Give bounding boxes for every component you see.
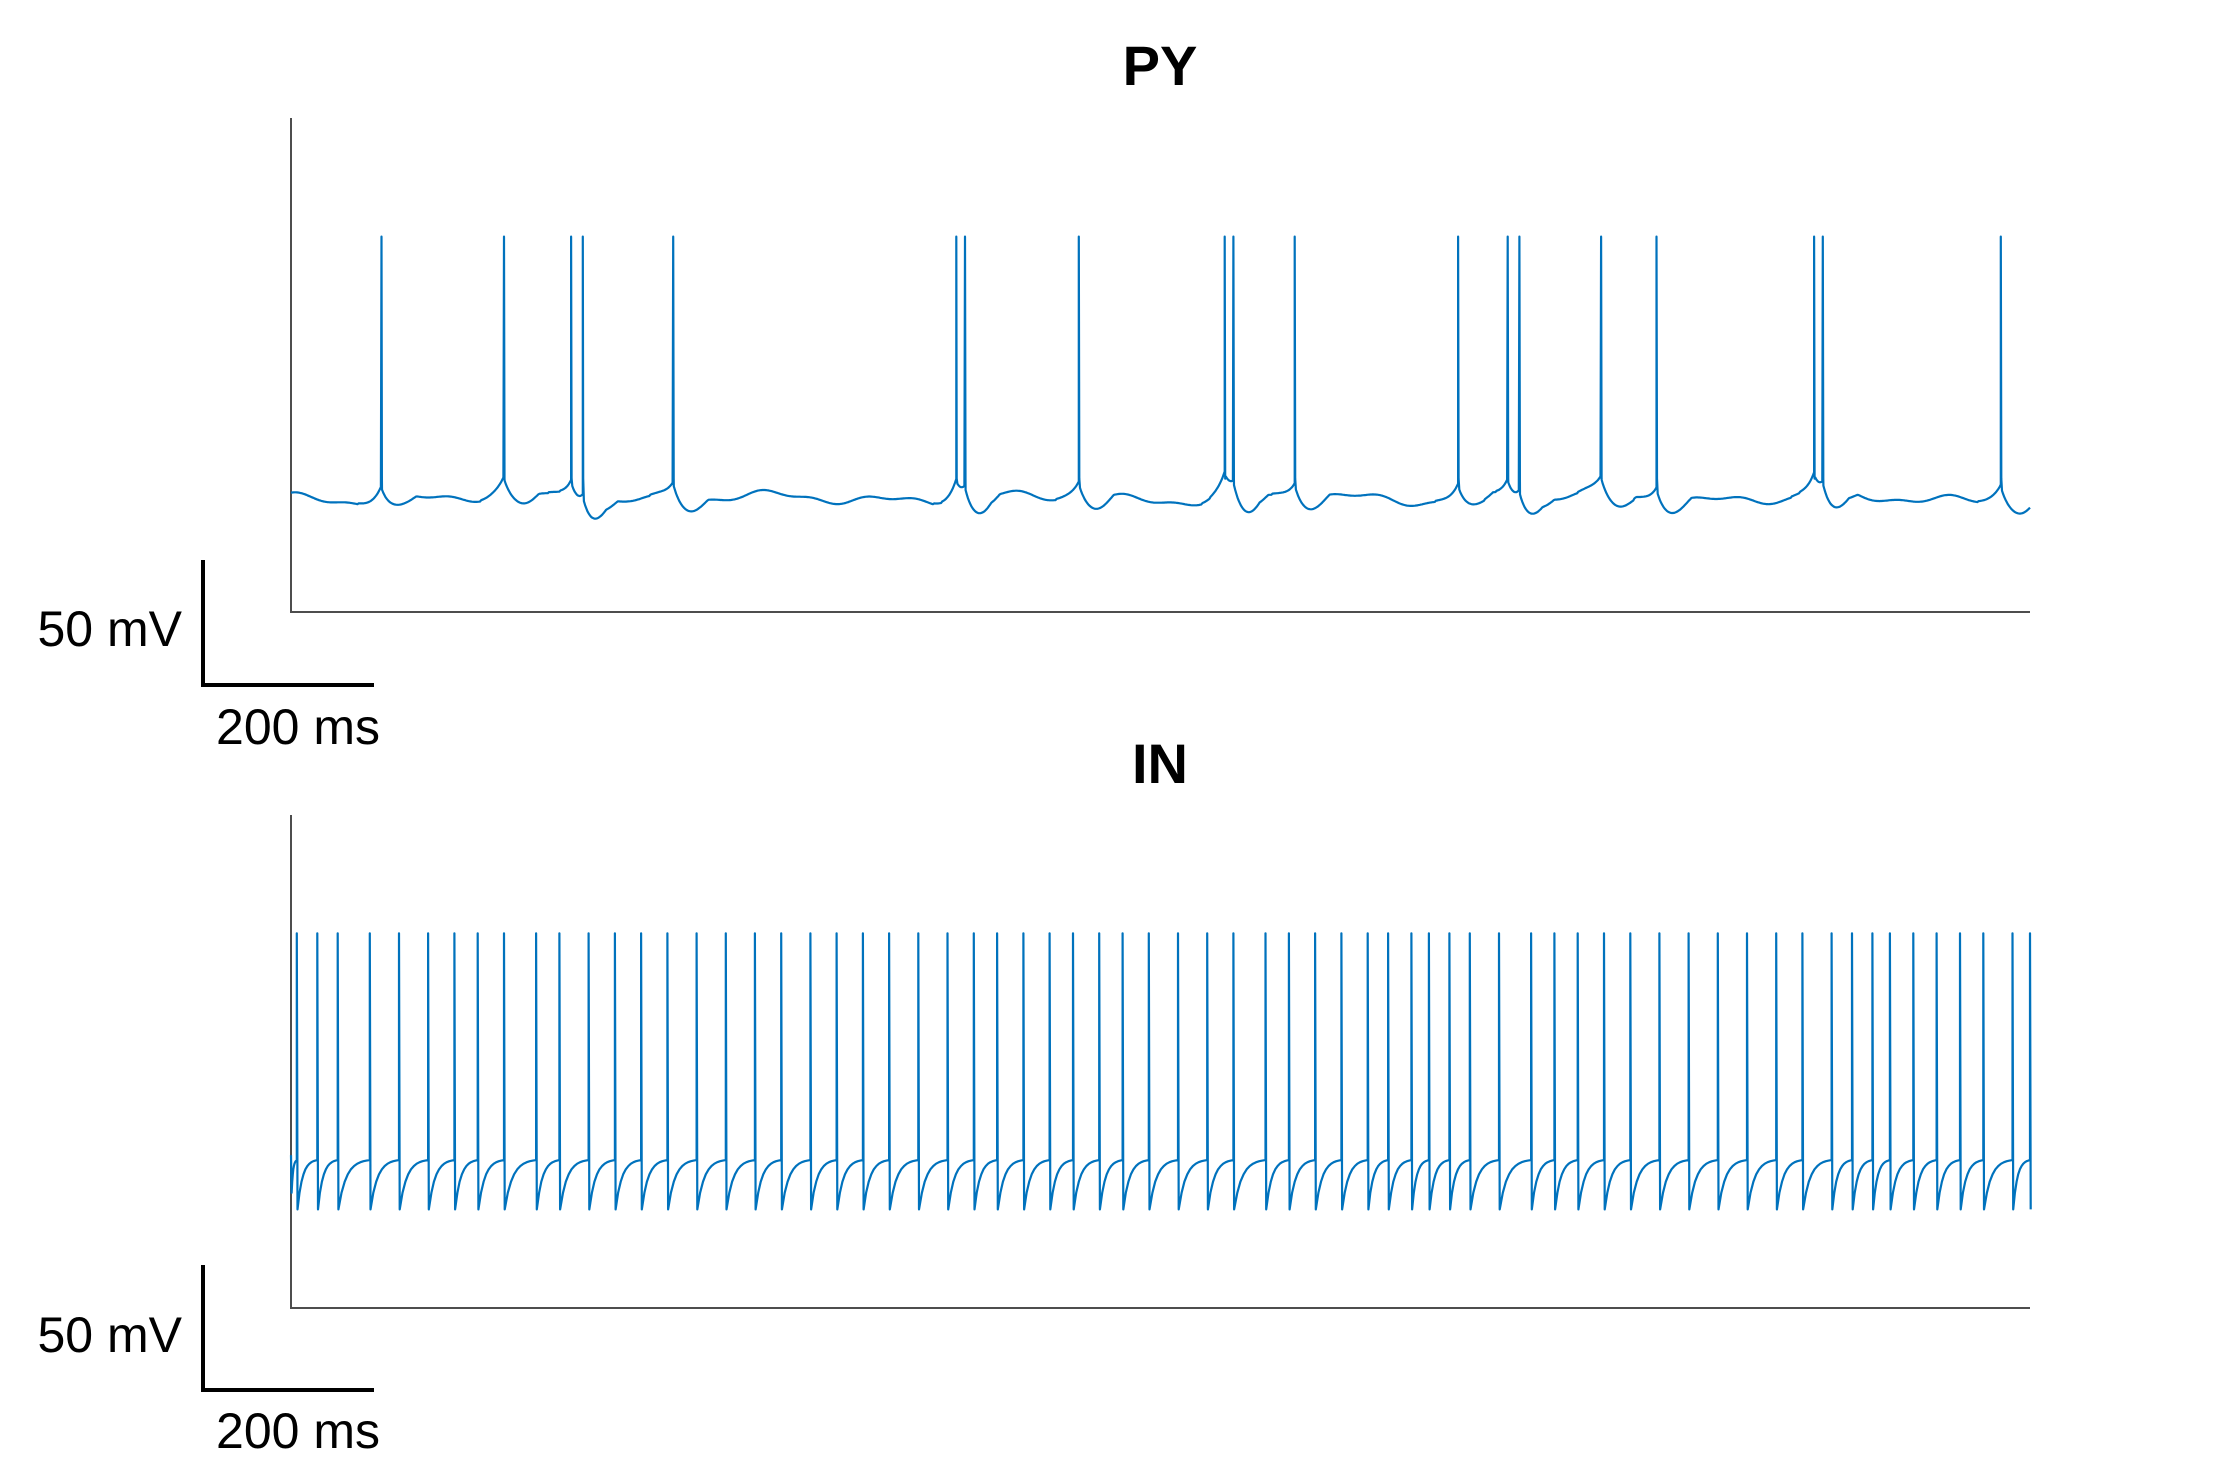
in-scale-bar — [201, 1265, 374, 1392]
in-title: IN — [1132, 732, 1188, 795]
py-scale-bar — [201, 560, 374, 687]
in-panel: IN 50 mV 200 ms — [37, 732, 2032, 1457]
py-panel: PY 50 mV 200 ms — [37, 34, 2031, 755]
py-scale-x-label: 200 ms — [216, 699, 380, 755]
in-scale-x-label: 200 ms — [216, 1403, 380, 1457]
in-voltage-trace — [289, 932, 2032, 1211]
py-axes — [290, 118, 2030, 613]
py-voltage-trace — [290, 235, 2031, 520]
in-scale-y-label: 50 mV — [37, 1307, 182, 1363]
py-title: PY — [1123, 34, 1198, 97]
py-scale-y-label: 50 mV — [37, 601, 182, 657]
in-axes — [290, 815, 2030, 1309]
